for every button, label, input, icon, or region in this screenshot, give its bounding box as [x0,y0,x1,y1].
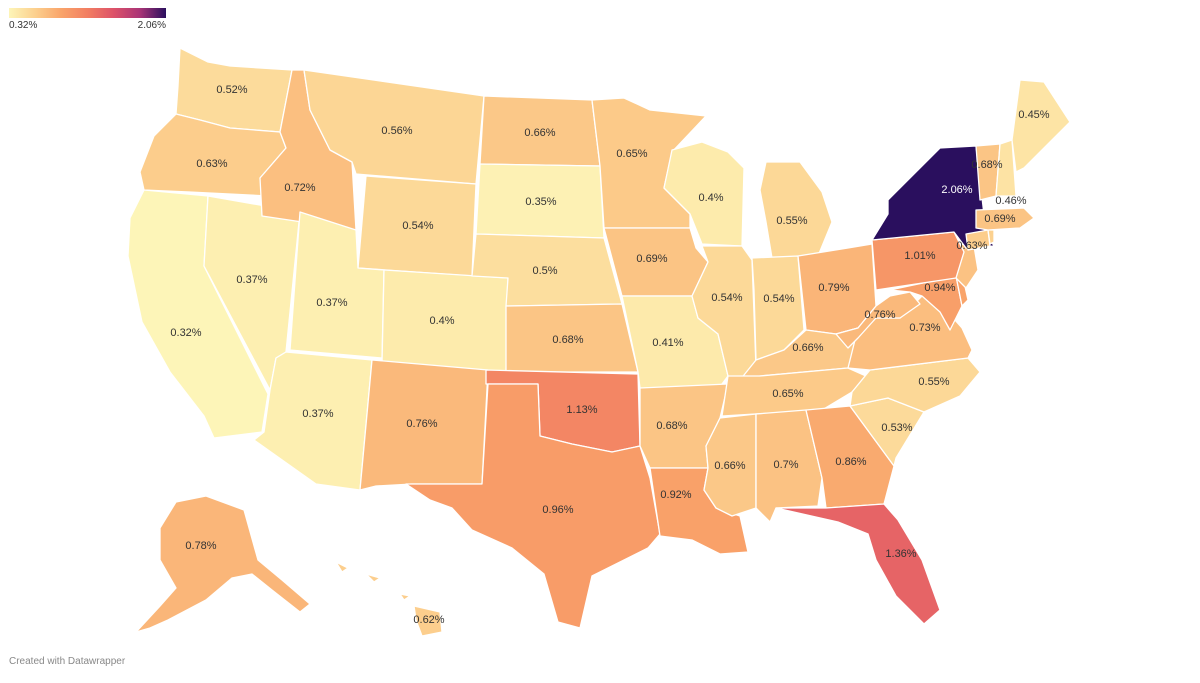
state-label-va: 0.73% [909,322,940,334]
state-label-wa: 0.52% [216,84,247,96]
state-label-az: 0.37% [302,408,333,420]
state-label-in: 0.54% [763,293,794,305]
state-label-mo: 0.41% [652,337,683,349]
state-label-al: 0.7% [773,459,798,471]
state-label-ms: 0.66% [714,460,745,472]
state-label-nd: 0.66% [524,127,555,139]
state-label-pa: 1.01% [904,250,935,262]
state-label-ne: 0.5% [532,265,557,277]
color-legend: 0.32% 2.06% [9,8,166,36]
state-nh[interactable] [995,139,1017,197]
state-label-mi: 0.55% [776,215,807,227]
state-label-nh: 0.46% [995,195,1026,207]
state-me[interactable] [1011,79,1071,173]
state-label-ut: 0.37% [316,297,347,309]
state-label-ky: 0.66% [792,342,823,354]
state-label-me: 0.45% [1018,109,1049,121]
state-ak[interactable] [135,495,311,633]
state-label-co: 0.4% [429,315,454,327]
state-label-mt: 0.56% [381,125,412,137]
credit-text: Created with Datawrapper [9,656,126,667]
state-label-nv: 0.37% [236,274,267,286]
state-label-ny: 2.06% [941,184,972,196]
state-label-md: 0.94% [924,282,955,294]
state-label-wy: 0.54% [402,220,433,232]
state-label-ks: 0.68% [552,334,583,346]
state-label-ak: 0.78% [185,540,216,552]
state-label-oh: 0.79% [818,282,849,294]
state-label-wi: 0.4% [698,192,723,204]
state-label-id: 0.72% [284,182,315,194]
legend-gradient-bar [9,8,166,18]
legend-min-label: 0.32% [9,20,38,31]
state-label-ga: 0.86% [835,456,866,468]
state-label-nc: 0.55% [918,376,949,388]
state-tx[interactable] [405,383,661,629]
state-label-sc: 0.53% [881,422,912,434]
legend-max-label: 2.06% [137,20,166,31]
state-ma[interactable] [975,207,1035,231]
state-label-tx: 0.96% [542,504,573,516]
state-label-wv: 0.76% [864,309,895,321]
state-fl[interactable] [775,503,941,625]
state-label-fl: 1.36% [885,548,916,560]
state-label-vt: 0.68% [971,159,1002,171]
state-mi[interactable] [759,161,833,259]
state-ct[interactable] [965,229,991,251]
state-label-or: 0.63% [196,158,227,170]
state-label-ca: 0.32% [170,327,201,339]
states-layer [127,47,1071,637]
state-wv[interactable] [835,291,921,349]
legend-labels: 0.32% 2.06% [9,20,166,36]
state-hi[interactable] [335,561,443,637]
state-label-ok: 1.13% [566,404,597,416]
state-label-sd: 0.35% [525,196,556,208]
state-label-mn: 0.65% [616,148,647,160]
state-label-tn: 0.65% [772,388,803,400]
state-label-il: 0.54% [711,292,742,304]
state-label-ma: 0.69% [984,213,1015,225]
state-label-nm: 0.76% [406,418,437,430]
state-label-ar: 0.68% [656,420,687,432]
state-label-ct: 0.63% [956,240,987,252]
state-label-hi: 0.62% [413,614,444,626]
state-label-ia: 0.69% [636,253,667,265]
labels-layer: 0.52% 0.63% 0.32% 0.37% 0.72% 0.56% 0.54% 0.37%… [170,84,1049,626]
state-label-la: 0.92% [660,489,691,501]
